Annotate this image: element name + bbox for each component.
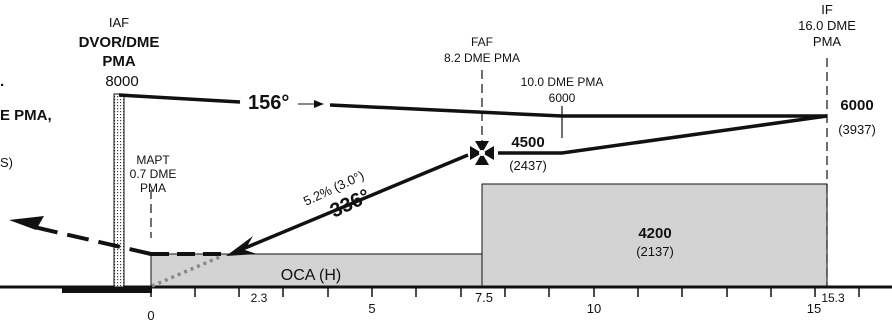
outbound-track-line bbox=[118, 93, 241, 104]
if-pma: PMA bbox=[813, 34, 842, 49]
left-fragment-dme-pma: E PMA, bbox=[0, 107, 52, 124]
axis-label-2-3: 2.3 bbox=[251, 291, 268, 305]
axis-label-7-5: 7.5 bbox=[475, 290, 493, 305]
iaf-mast bbox=[113, 93, 125, 288]
left-fragment-paren: S) bbox=[0, 155, 13, 170]
missed-approach-arrowhead-icon bbox=[9, 216, 44, 230]
if-label: IF bbox=[821, 2, 833, 17]
distance-axis-ticks bbox=[150, 287, 860, 297]
faf-altitude-value: 4500 bbox=[511, 134, 544, 151]
left-fragment-dot: . bbox=[0, 73, 4, 90]
if-altitude-value: 6000 bbox=[840, 97, 873, 114]
faf-label: FAF bbox=[471, 35, 493, 49]
outbound-track-label: 156° bbox=[248, 92, 289, 114]
intermediate-oca-height: (2137) bbox=[636, 244, 674, 259]
iaf-facility: DVOR/DME bbox=[79, 34, 160, 51]
axis-label-5: 5 bbox=[368, 301, 375, 316]
final-oca-area bbox=[150, 253, 483, 288]
iaf-pma: PMA bbox=[102, 53, 136, 70]
axis-label-15: 15 bbox=[807, 301, 821, 316]
intermediate-track-line bbox=[498, 114, 828, 155]
axis-label-15-3: 15.3 bbox=[821, 291, 845, 305]
faf-maltese-cross-icon bbox=[470, 141, 494, 165]
axis-label-0: 0 bbox=[147, 308, 154, 323]
iaf-label: IAF bbox=[109, 15, 129, 30]
axis-label-10: 10 bbox=[587, 301, 601, 316]
final-approach-line bbox=[244, 153, 469, 250]
mapt-label: MAPT bbox=[136, 153, 170, 167]
final-oca-label: OCA (H) bbox=[281, 267, 341, 284]
runway-bar bbox=[62, 286, 152, 293]
stepdown-altitude: 6000 bbox=[549, 91, 576, 105]
if-height-value: (3937) bbox=[838, 122, 876, 137]
missed-approach-climb-segment bbox=[33, 225, 152, 256]
mapt-dme: 0.7 DME bbox=[130, 167, 177, 181]
stepdown-dme: 10.0 DME PMA bbox=[521, 75, 604, 89]
faf-dme: 8.2 DME PMA bbox=[444, 51, 520, 65]
if-dme: 16.0 DME bbox=[798, 18, 856, 33]
outbound-track-line-2 bbox=[329, 103, 827, 118]
final-approach-arrowhead-icon bbox=[226, 236, 257, 256]
intermediate-oca-value: 4200 bbox=[638, 225, 671, 242]
intermediate-oca-area bbox=[481, 183, 828, 288]
faf-height-value: (2437) bbox=[509, 158, 547, 173]
visual-segment-line bbox=[151, 254, 223, 288]
iaf-altitude: 8000 bbox=[105, 73, 138, 90]
mapt-pma: PMA bbox=[140, 181, 166, 195]
outbound-direction-arrow bbox=[298, 100, 324, 108]
